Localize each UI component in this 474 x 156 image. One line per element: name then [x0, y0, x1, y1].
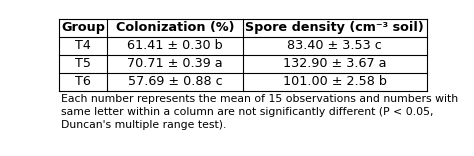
Text: 61.41 ± 0.30 b: 61.41 ± 0.30 b — [127, 39, 223, 52]
Text: T4: T4 — [75, 39, 91, 52]
Text: 83.40 ± 3.53 c: 83.40 ± 3.53 c — [287, 39, 382, 52]
Text: Each number represents the mean of 15 observations and numbers with
same letter : Each number represents the mean of 15 ob… — [61, 94, 458, 130]
Text: 101.00 ± 2.58 b: 101.00 ± 2.58 b — [283, 75, 387, 88]
Text: 57.69 ± 0.88 c: 57.69 ± 0.88 c — [128, 75, 222, 88]
Text: Group: Group — [61, 21, 105, 34]
Text: 70.71 ± 0.39 a: 70.71 ± 0.39 a — [127, 57, 223, 70]
Text: Spore density (cm⁻³ soil): Spore density (cm⁻³ soil) — [246, 21, 424, 34]
Text: Colonization (%): Colonization (%) — [116, 21, 234, 34]
Text: 132.90 ± 3.67 a: 132.90 ± 3.67 a — [283, 57, 386, 70]
Text: T6: T6 — [75, 75, 91, 88]
Text: T5: T5 — [75, 57, 91, 70]
